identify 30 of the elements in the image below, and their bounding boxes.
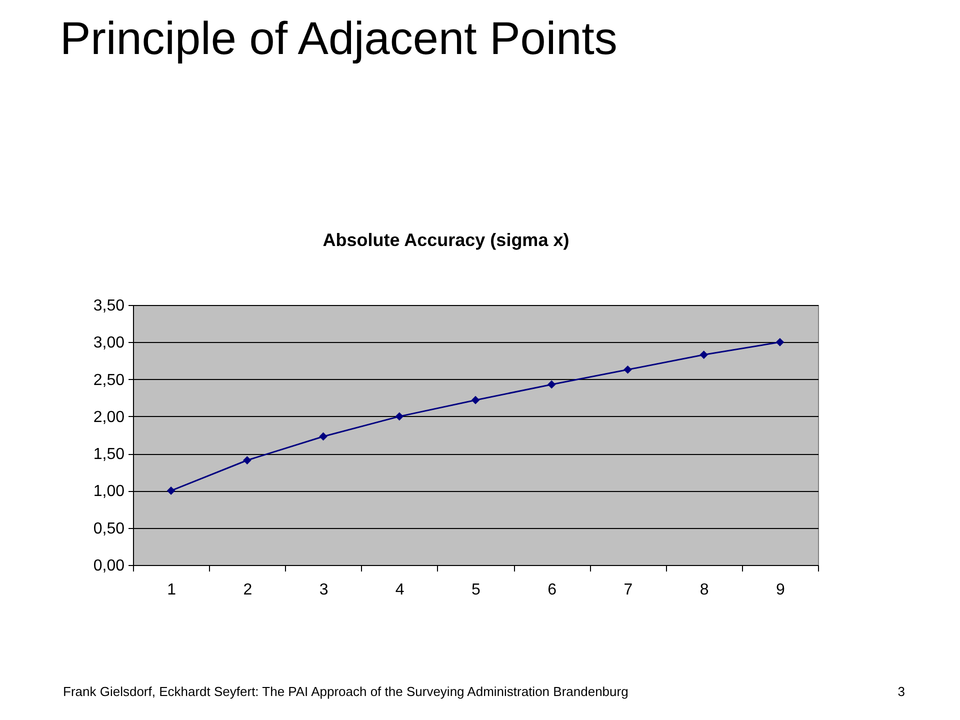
text: 3 bbox=[898, 684, 905, 699]
point bbox=[547, 380, 556, 389]
y-tick-label: 0,50 bbox=[93, 520, 125, 538]
point bbox=[242, 456, 252, 464]
x-tick-label: 5 bbox=[472, 582, 481, 598]
x-tick-label: 7 bbox=[624, 582, 633, 598]
y-tick-label: 3,50 bbox=[93, 298, 125, 314]
x-tick-label: 4 bbox=[395, 582, 404, 598]
y-tick-label: 1,00 bbox=[93, 483, 125, 500]
y-tick-label: 1,50 bbox=[93, 446, 125, 464]
point bbox=[776, 338, 784, 346]
y-tick-label: 2,50 bbox=[93, 372, 125, 389]
chart-subtitle: Absolute Accuracy (sigma x) bbox=[322, 230, 570, 250]
y-tick-label: 0,00 bbox=[93, 558, 125, 574]
point bbox=[166, 486, 176, 495]
y-tick-label: 3,00 bbox=[93, 334, 125, 352]
chart-title: Principle of Adjacent Points bbox=[60, 12, 618, 64]
point bbox=[624, 365, 632, 374]
x-tick-label: 1 bbox=[167, 582, 176, 598]
point bbox=[700, 350, 708, 359]
x-tick-label: 8 bbox=[700, 582, 709, 598]
x-tick-label: 2 bbox=[243, 582, 252, 598]
point bbox=[319, 432, 328, 441]
point bbox=[395, 412, 404, 421]
x-tick-label: 9 bbox=[776, 582, 785, 598]
y-tick-label: 2,00 bbox=[93, 408, 125, 426]
point bbox=[471, 396, 480, 404]
x-tick-label: 3 bbox=[319, 582, 328, 598]
text: Frank Gielsdorf, Eckhardt Seyfert: The PAI Approach of the Surveying Administration Brandenburg bbox=[63, 684, 628, 699]
x-tick-label: 6 bbox=[548, 582, 557, 598]
